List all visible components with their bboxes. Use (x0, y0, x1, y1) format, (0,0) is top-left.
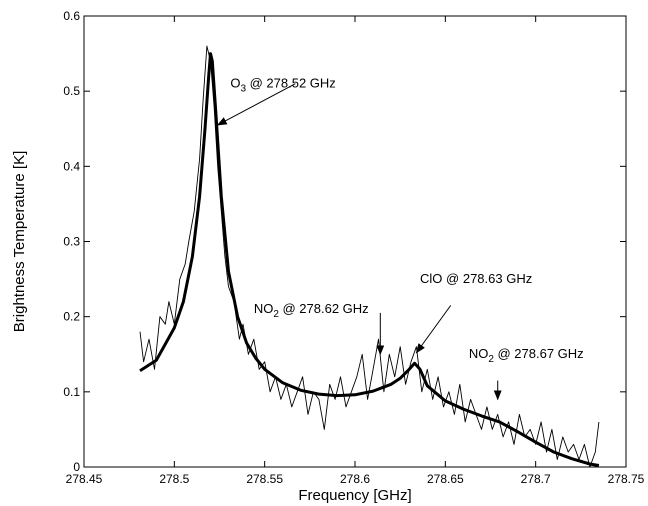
x-tick-label: 278.45 (66, 472, 103, 486)
annotation-arrows (216, 83, 502, 401)
arrow-clo (415, 305, 452, 354)
x-axis-label: Frequency [GHz] (298, 487, 411, 504)
y-tick-label: 0.5 (63, 84, 80, 98)
y-tick-label: 0.1 (63, 385, 80, 399)
y-tick-label: 0.4 (63, 159, 80, 173)
x-tick-label: 278.65 (427, 472, 464, 486)
annotation-no2b: NO2 @ 278.67 GHz (469, 346, 584, 365)
x-tick-label: 278.5 (159, 472, 189, 486)
plot-area (83, 15, 627, 468)
y-tick-label: 0.2 (63, 310, 80, 324)
y-tick-label: 0 (73, 460, 80, 474)
x-tick-label: 278.6 (340, 472, 370, 486)
annotation-o3: O3 @ 278.52 GHz (230, 75, 335, 94)
annotation-clo: ClO @ 278.63 GHz (420, 271, 532, 286)
x-tick-label: 278.7 (521, 472, 551, 486)
annotation-no2a: NO2 @ 278.62 GHz (254, 301, 369, 320)
x-tick-label: 278.55 (246, 472, 283, 486)
annotations: O3 @ 278.52 GHz NO2 @ 278.62 GHz ClO @ 278… (230, 75, 583, 365)
y-tick-label: 0.3 (63, 235, 80, 249)
series-group (139, 45, 600, 468)
arrow-o3 (216, 83, 296, 126)
y-tick-label: 0.6 (63, 9, 80, 23)
fit-line (139, 52, 600, 467)
axis-ticks: 278.45 278.5 278.55 278.6 278.65 278.7 278.75 0… (63, 9, 644, 486)
y-axis-label: Brightness Temperature [K] (11, 151, 28, 332)
x-tick-label: 278.75 (608, 472, 645, 486)
